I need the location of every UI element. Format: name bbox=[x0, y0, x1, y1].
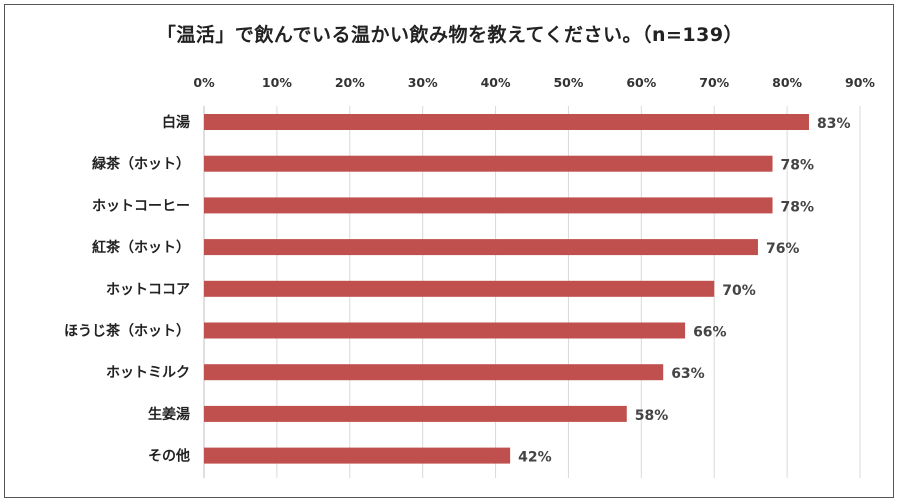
bar bbox=[204, 280, 715, 297]
bar bbox=[204, 447, 511, 464]
bar bbox=[204, 405, 627, 422]
x-tick-label: 60% bbox=[626, 75, 656, 90]
data-label: 63% bbox=[671, 366, 705, 382]
x-tick-label: 0% bbox=[193, 75, 215, 90]
bar bbox=[204, 322, 686, 339]
data-label: 66% bbox=[693, 325, 727, 341]
category-label: ホットミルク bbox=[106, 365, 190, 381]
bars bbox=[204, 114, 809, 464]
chart-title: 「温活」で飲んでいる温かい飲み物を教えてください。（n=139） bbox=[156, 24, 744, 46]
data-label: 78% bbox=[781, 199, 815, 215]
category-label: 紅茶（ホット） bbox=[92, 239, 190, 256]
x-tick-label: 20% bbox=[335, 75, 365, 90]
x-tick-label: 90% bbox=[845, 75, 875, 90]
bar bbox=[204, 155, 773, 172]
bar bbox=[204, 114, 809, 130]
data-label: 58% bbox=[635, 408, 669, 424]
bar bbox=[204, 239, 758, 256]
x-tick-label: 30% bbox=[408, 75, 438, 90]
category-label: ほうじ茶（ホット） bbox=[64, 323, 190, 340]
x-tick-label: 70% bbox=[699, 75, 729, 90]
data-label: 83% bbox=[817, 116, 851, 132]
x-tick-label: 40% bbox=[481, 75, 511, 90]
data-labels: 83% 78% 78% 76% 70% 66% 63% 58% 42% bbox=[518, 116, 850, 466]
data-label: 70% bbox=[722, 283, 756, 299]
bar bbox=[204, 197, 773, 214]
category-label: その他 bbox=[148, 448, 190, 465]
x-axis-ticks: 0% 10% 20% 30% 40% 50% 60% 70% 80% 90% bbox=[193, 75, 875, 90]
category-label: 緑茶（ホット） bbox=[92, 156, 190, 173]
x-tick-label: 80% bbox=[772, 75, 802, 90]
data-label: 42% bbox=[518, 450, 552, 466]
category-label: 生姜湯 bbox=[148, 406, 190, 423]
data-label: 78% bbox=[781, 158, 815, 174]
category-label: ホットココア bbox=[106, 282, 190, 298]
x-tick-label: 10% bbox=[262, 75, 292, 90]
category-label: ホットコーヒー bbox=[92, 198, 190, 214]
bar bbox=[204, 364, 664, 381]
x-tick-label: 50% bbox=[553, 75, 583, 90]
category-label: 白湯 bbox=[162, 114, 190, 131]
data-label: 76% bbox=[766, 241, 800, 257]
